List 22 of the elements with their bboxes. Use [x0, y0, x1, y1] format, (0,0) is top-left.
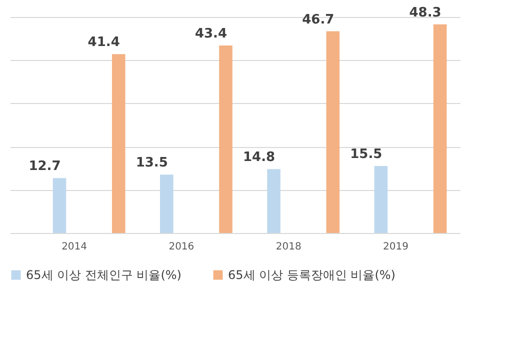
bar	[374, 166, 388, 233]
data-label: 12.7	[28, 159, 61, 174]
bar	[267, 169, 280, 233]
bar	[52, 178, 66, 233]
x-tick-label: 2016	[168, 242, 194, 252]
legend-label: 65세 이상 전체인구 비율(%)	[26, 268, 182, 282]
legend-label: 65세 이상 등록장애인 비율(%)	[228, 268, 396, 282]
data-label: 14.8	[242, 150, 276, 166]
data-label: 43.4	[194, 26, 228, 42]
data-label: 48.3	[409, 5, 442, 20]
data-label: 41.4	[88, 35, 120, 50]
bar	[160, 174, 174, 233]
bar	[326, 31, 340, 233]
x-tick-label: 2018	[276, 242, 302, 252]
x-tick-label: 2014	[62, 242, 88, 252]
bar	[219, 46, 232, 233]
data-label: 15.5	[350, 147, 382, 162]
bar	[112, 54, 126, 233]
bar	[433, 24, 447, 233]
data-label: 46.7	[302, 12, 334, 28]
x-tick-label: 2019	[382, 242, 408, 252]
data-label: 13.5	[136, 156, 168, 171]
